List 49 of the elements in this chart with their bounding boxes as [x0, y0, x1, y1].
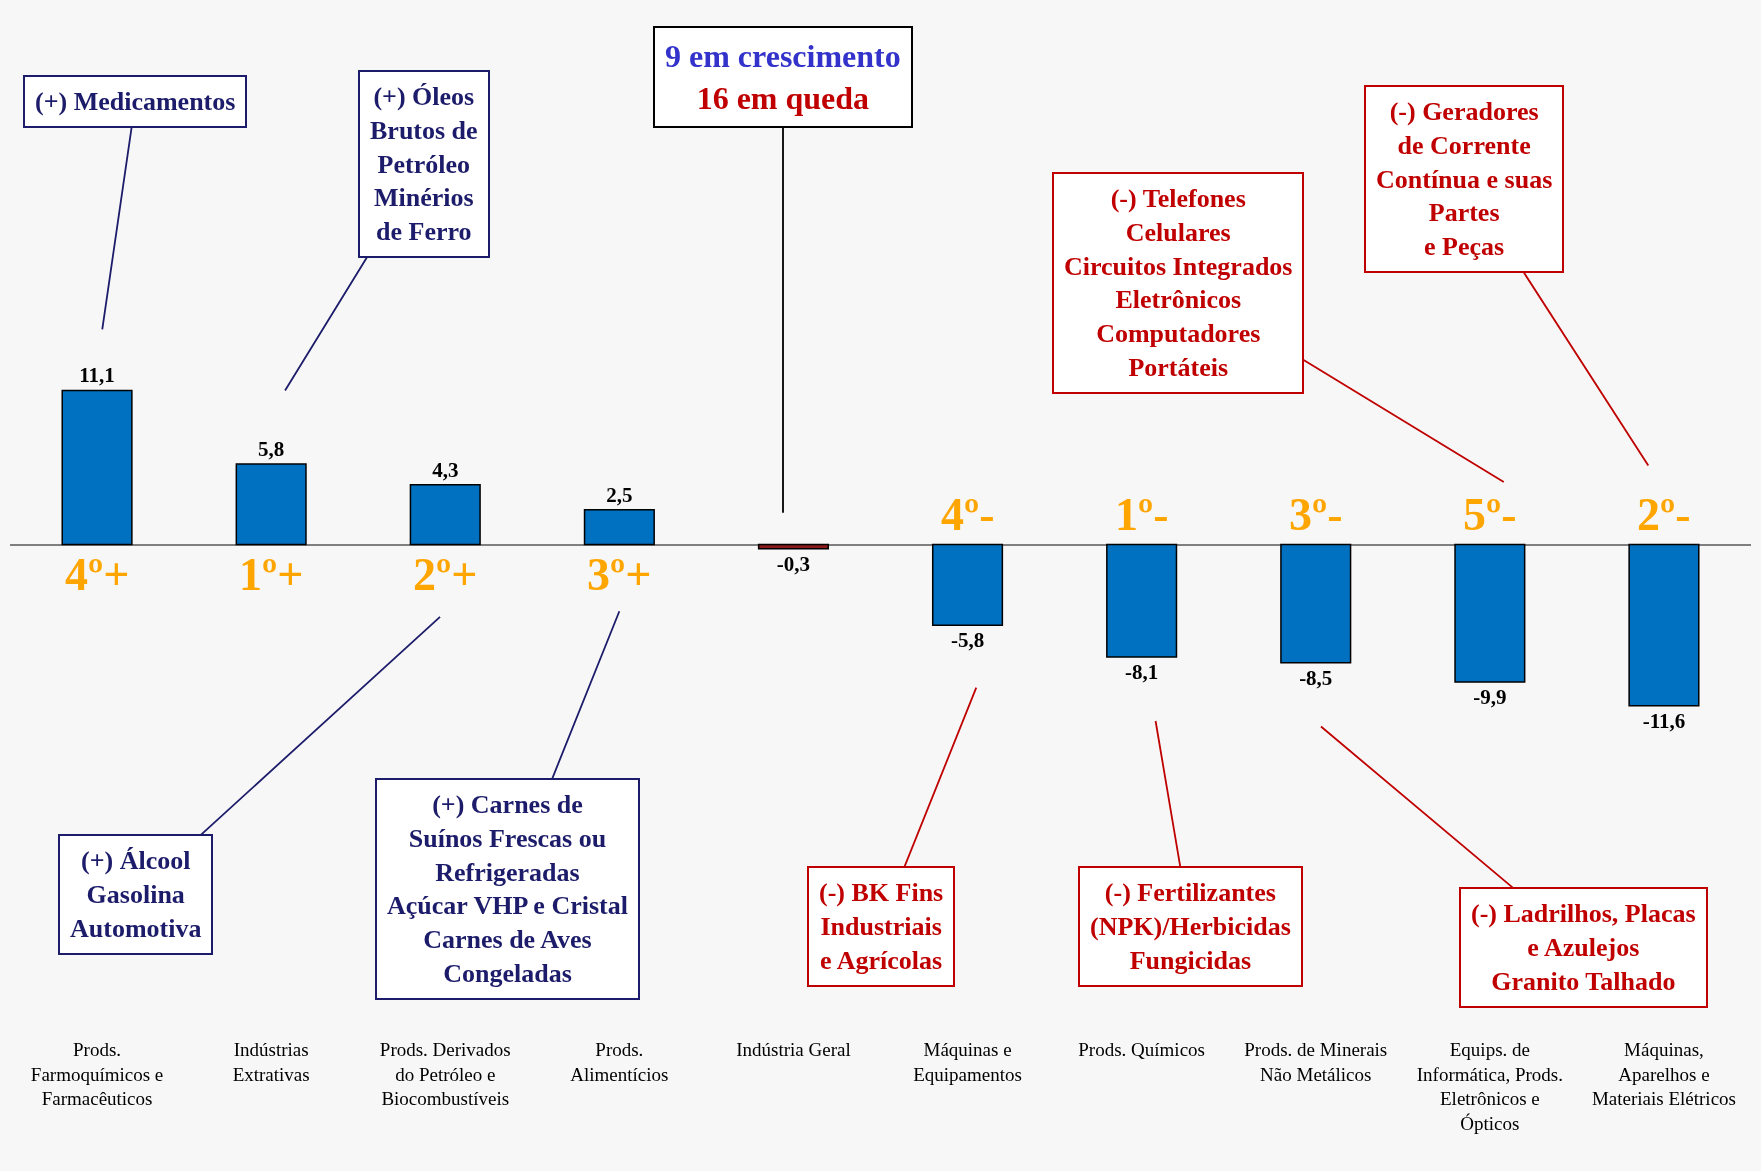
x-tick-label: Máquinas e Equipamentos	[913, 1039, 1022, 1085]
annotation: 3º+	[587, 549, 652, 600]
bar	[583, 509, 655, 546]
bar	[1106, 543, 1178, 658]
data-label: 2,5	[606, 482, 633, 507]
x-tick-label: Indústrias Extrativas	[232, 1039, 310, 1085]
text: 9 em crescimento 16 em queda	[665, 38, 901, 116]
x-tick-label: Indústria Geral	[736, 1039, 851, 1060]
x-tick-label: Prods. Derivados do Petróleo e Biocombustíveis	[379, 1039, 511, 1110]
bar	[235, 463, 307, 546]
annotation: 3º-	[1289, 489, 1343, 540]
data-label: -9,9	[1473, 685, 1507, 710]
x-tick-label: Prods. Alimentícios	[570, 1039, 669, 1085]
annotation: 5º-	[1463, 489, 1517, 540]
bar	[931, 543, 1004, 626]
text: (+) Medicamentos	[35, 87, 236, 116]
data-label: -11,6	[1642, 708, 1686, 733]
bar	[409, 484, 481, 546]
bar	[1454, 543, 1526, 683]
text: (+) Óleos Brutos de Petróleo Minérios de Ferro	[370, 82, 478, 247]
text: (-) Telefones Celulares Circuitos Integrados Eletrônicos Computadores Portáteis	[1064, 184, 1293, 382]
annotation: 1º+	[239, 549, 304, 600]
x-tick-label: Máquinas, Aparelhos e Materiais Elétricos	[1591, 1039, 1736, 1110]
text: (-) Geradores de Corrente Contínua e suas Partes e Peças	[1376, 97, 1553, 262]
data-label: -5,8	[950, 628, 985, 653]
bar	[1280, 543, 1352, 664]
x-tick-label: Prods. Químicos	[1078, 1039, 1205, 1060]
bar	[1628, 543, 1700, 707]
data-label: -8,5	[1299, 665, 1333, 690]
text: (+) Álcool Gasolina Automotiva	[70, 846, 202, 943]
annotation: 4º-	[941, 489, 995, 540]
annotation: 2º+	[413, 549, 478, 600]
bar	[61, 389, 133, 546]
text: (+) Carnes de Suínos Frescas ou Refrigeradas Açúcar VHP e Cristal Carnes de Aves Congeladas	[387, 790, 628, 988]
text: (-) Ladrilhos, Placas e Azulejos Granito Talhado	[1471, 899, 1696, 996]
text: (-) Fertilizantes (NPK)/Herbicidas Fungicidas	[1090, 878, 1291, 975]
annotation: 2º-	[1637, 489, 1691, 540]
annotation: 1º-	[1115, 489, 1169, 540]
data-label: 5,8	[258, 437, 285, 462]
data-label: -0,3	[776, 551, 811, 576]
x-tick-label: Prods. Farmoquímicos e Farmacêuticos	[30, 1039, 164, 1110]
bar	[757, 543, 830, 550]
data-label: 4,3	[432, 457, 459, 482]
annotation: 4º+	[65, 549, 130, 600]
x-tick-label: Prods. de Minerais Não Metálicos	[1244, 1039, 1388, 1085]
data-label: 11,1	[79, 363, 115, 388]
x-tick-label: Equips. de Informática, Prods. Eletrônicos e Ópticos	[1416, 1039, 1563, 1135]
data-label: -8,1	[1125, 660, 1159, 685]
text: (-) BK Fins Industriais e Agrícolas	[819, 878, 944, 975]
